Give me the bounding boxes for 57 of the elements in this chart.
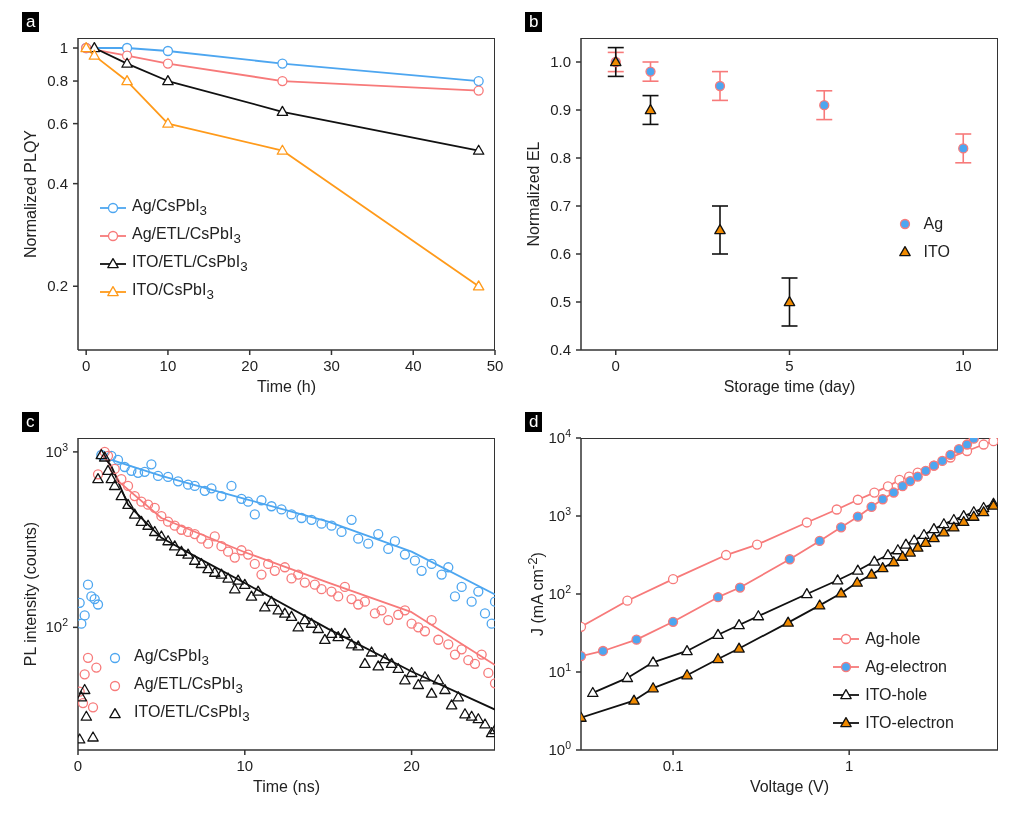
chart-title: d [525,412,543,432]
y-tick-label: 0.8 [47,72,68,90]
x-tick-label: 50 [486,357,504,374]
x-axis-title: Time (h) [256,378,317,396]
legend-label: Ag-electron [865,658,948,677]
y-axis-title: Normalized EL [525,140,543,249]
y-tick-label: 0.4 [550,341,571,358]
legend-label: Ag/ETL/CsPbI$_{3}$ [134,675,243,697]
y-tick-label: 0.7 [550,197,571,214]
chart-title: c [22,412,39,432]
x-tick-label: 10 [954,357,972,374]
x-tick-label: 5 [785,357,794,374]
legend-label: Ag [923,214,944,233]
legend-label: ITO/CsPbI$_{3}$ [132,281,214,303]
y-tick-label: 10$^{3}$ [45,440,69,460]
x-tick-label: 0.1 [662,757,684,774]
x-tick-label: 10 [159,357,177,374]
y-tick-label: 10$^{3}$ [548,505,572,524]
x-tick-label: 20 [403,757,420,774]
y-tick-label: 0.8 [550,149,571,166]
x-tick-label: 0 [611,357,620,374]
chart-title: b [525,12,543,32]
x-axis-title: Time (ns) [252,778,321,796]
x-axis-title: Storage time (day) [722,378,857,396]
chart-title: a [22,12,40,32]
y-tick-label: 10$^{0}$ [548,739,572,758]
legend-label: ITO-electron [865,714,954,733]
y-tick-label: 10$^{1}$ [548,661,572,680]
x-tick-label: 20 [241,357,259,374]
legend-label: Ag/CsPbI$_{3}$ [132,197,208,219]
y-tick-label: 0.5 [550,293,571,310]
y-tick-label: 0.6 [47,114,68,132]
y-tick-label: 1 [59,39,68,57]
legend-label: Ag-hole [865,630,921,649]
y-tick-label: 0.2 [47,277,68,295]
legend-label: Ag/ETL/CsPbI$_{3}$ [132,225,241,247]
y-tick-label: 10$^{2}$ [548,583,572,602]
y-axis-title: Normalized PLQY [22,129,40,261]
legend-label: ITO/ETL/CsPbI$_{3}$ [132,253,248,275]
y-axis-title: PL intensity (counts) [22,520,40,669]
y-tick-label: 0.4 [47,174,68,192]
x-tick-label: 0 [82,357,91,374]
legend-label: Ag/CsPbI$_{3}$ [134,647,210,669]
x-axis-title: Voltage (V) [748,778,831,796]
y-tick-label: 10$^{4}$ [548,427,572,446]
x-tick-label: 10 [236,757,254,774]
x-tick-label: 0 [73,757,83,774]
y-tick-label: 0.6 [550,245,571,262]
legend-label: ITO-hole [865,686,928,705]
legend-label: ITO [923,242,950,261]
x-tick-label: 1 [845,757,854,774]
legend-label: ITO/ETL/CsPbI$_{3}$ [134,703,250,725]
y-tick-label: 1.0 [550,53,571,70]
y-tick-label: 10$^{2}$ [45,616,69,636]
x-tick-label: 40 [404,357,422,374]
x-tick-label: 30 [323,357,340,374]
y-tick-label: 0.9 [550,101,571,118]
